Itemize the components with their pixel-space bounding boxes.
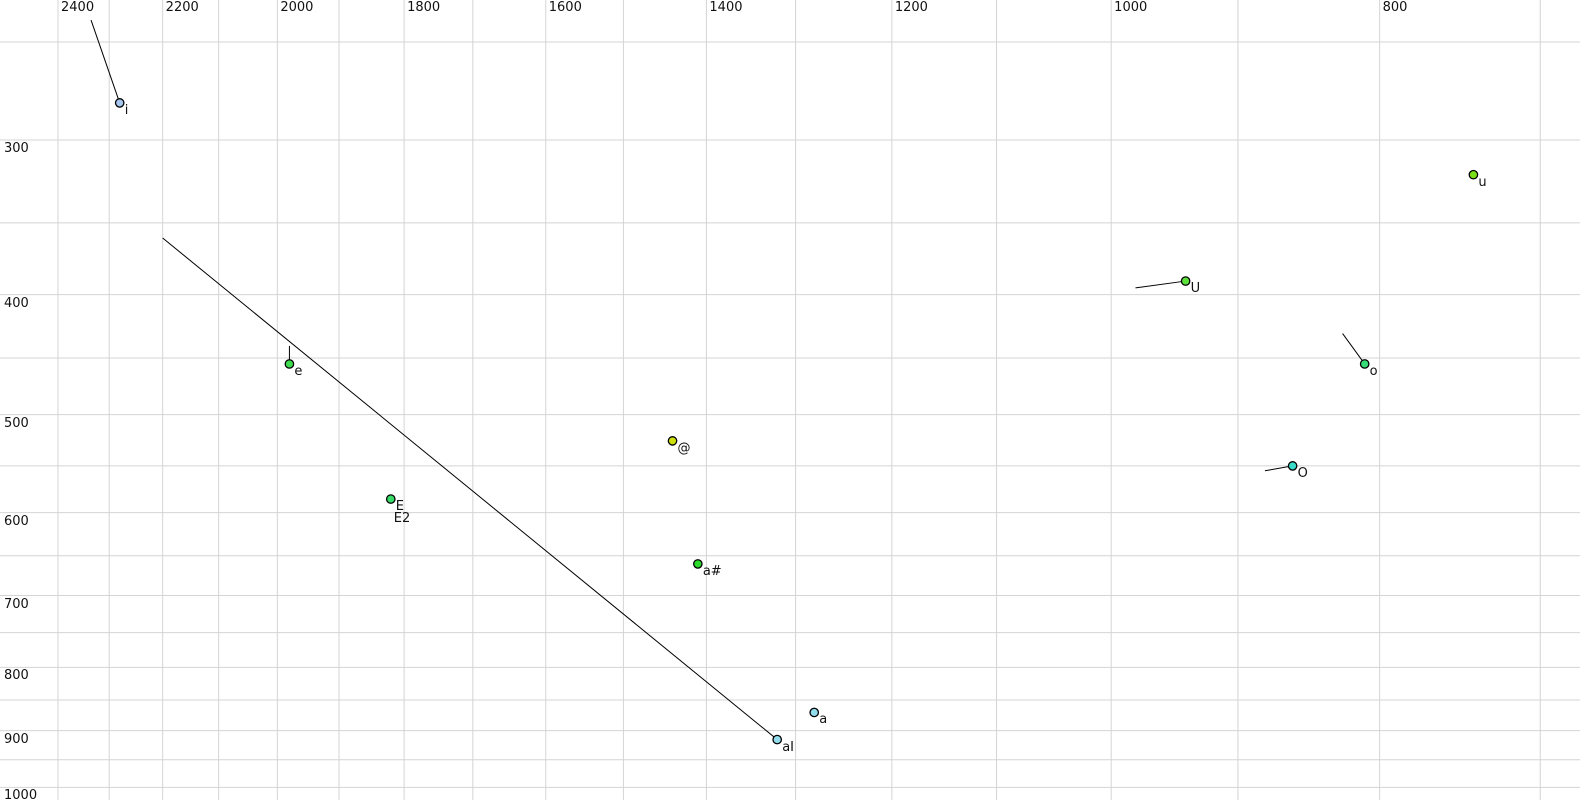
point-tail-line	[1342, 333, 1366, 365]
vowel-point-marker	[385, 494, 396, 504]
f2-tick-label: 1600	[548, 0, 582, 15]
f1-tick-label: 1000	[4, 788, 38, 800]
vowel-point-marker	[667, 436, 678, 446]
vowel-point-label: o	[1369, 363, 1378, 379]
vowel-point-label: u	[1478, 174, 1487, 190]
vowel-point-marker	[692, 559, 703, 569]
vowel-point-label: @	[677, 440, 691, 456]
f1-tick-label: 800	[4, 668, 29, 684]
f1-tick-label: 400	[4, 295, 29, 311]
vowel-point-label: e	[294, 363, 303, 379]
vowel-point-label-secondary: E2	[393, 511, 411, 527]
vowel-point-marker	[1180, 276, 1191, 286]
f2-tick-label: 1000	[1114, 0, 1148, 15]
diphthong-trajectory-line	[162, 237, 778, 740]
vowel-point-marker	[284, 359, 295, 369]
vowel-point-marker	[1287, 461, 1298, 471]
f1-tick-label: 300	[4, 141, 29, 156]
point-tail-line	[1135, 280, 1186, 289]
f2-tick-label: 800	[1382, 0, 1408, 15]
vowel-point-marker	[809, 707, 820, 718]
vowel-point-label: aI	[782, 739, 794, 755]
vowel-point-label: a	[819, 712, 828, 728]
f2-tick-label: 2200	[165, 0, 199, 15]
f2-tick-label: 2000	[280, 0, 314, 15]
vowel-point-label: U	[1190, 281, 1201, 297]
f2-tick-label: 1200	[894, 0, 928, 15]
f1-tick-label: 900	[4, 731, 29, 747]
point-tail-line	[90, 19, 121, 104]
f2-tick-label: 1400	[709, 0, 743, 15]
vowel-point-label: E	[395, 499, 404, 515]
vowel-point-marker	[1468, 169, 1479, 180]
f2-tick-label: 1800	[407, 0, 441, 15]
vowel-point-label: O	[1297, 465, 1308, 481]
f1-tick-label: 500	[4, 415, 29, 431]
vowel-point-marker	[772, 734, 783, 745]
vowel-point-label: a#	[702, 563, 722, 579]
f1-tick-label: 600	[4, 513, 29, 529]
f2-tick-label: 2400	[61, 0, 95, 15]
f1-tick-label: 700	[4, 596, 29, 612]
vowel-point-marker	[114, 98, 125, 108]
vowel-point-label: i	[124, 102, 129, 118]
vowel-point-marker	[1359, 359, 1370, 369]
